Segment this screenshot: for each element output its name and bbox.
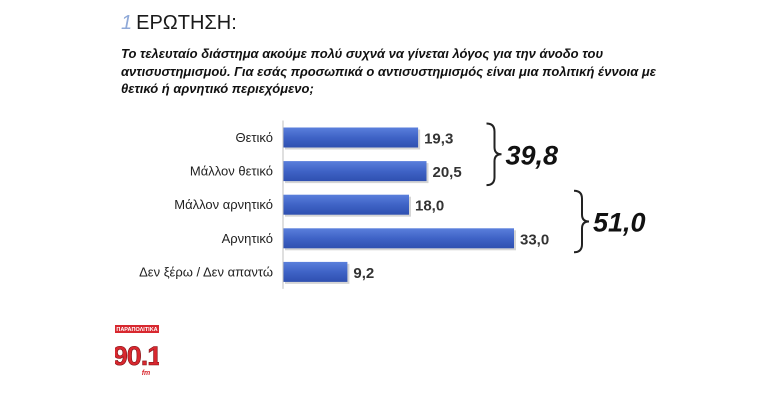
radio-logo: ΠΑΡΑΠΟΛΙΤΙΚΑ 90.1 fm: [115, 325, 159, 377]
logo-number: 90.1: [115, 341, 159, 371]
bar-4: [283, 261, 348, 282]
question-number: 1: [121, 12, 133, 34]
group-bracket: [573, 189, 590, 254]
bar-2: [283, 194, 409, 215]
value-label: 33,0: [520, 231, 549, 248]
question-label: ΕΡΩΤΗΣΗ:: [136, 12, 237, 34]
value-label: 19,3: [424, 131, 453, 148]
group-total-label: 39,8: [506, 140, 559, 170]
question-header: 1 ΕΡΩΤΗΣΗ:: [121, 12, 237, 35]
category-label: Δεν ξέρω / Δεν απαντώ: [139, 264, 273, 279]
logo-sub-text: fm: [142, 370, 151, 377]
category-label: Αρνητικό: [222, 231, 273, 246]
group-bracket: [486, 122, 502, 187]
category-label: Μάλλον θετικό: [190, 164, 273, 179]
value-label: 20,5: [433, 164, 462, 181]
question-text: Το τελευταίο διάστημα ακούμε πολύ συχνά …: [121, 46, 656, 96]
bar-3: [283, 228, 514, 249]
category-label: Θετικό: [235, 130, 273, 145]
value-label: 18,0: [415, 198, 444, 215]
bar-0: [283, 127, 419, 148]
logo-top-text: ΠΑΡΑΠΟΛΙΤΙΚΑ: [116, 327, 157, 333]
value-label: 9,2: [353, 265, 374, 282]
group-total-label: 51,0: [593, 208, 646, 238]
bar-1: [283, 161, 427, 182]
category-label: Μάλλον αρνητικό: [174, 197, 273, 212]
